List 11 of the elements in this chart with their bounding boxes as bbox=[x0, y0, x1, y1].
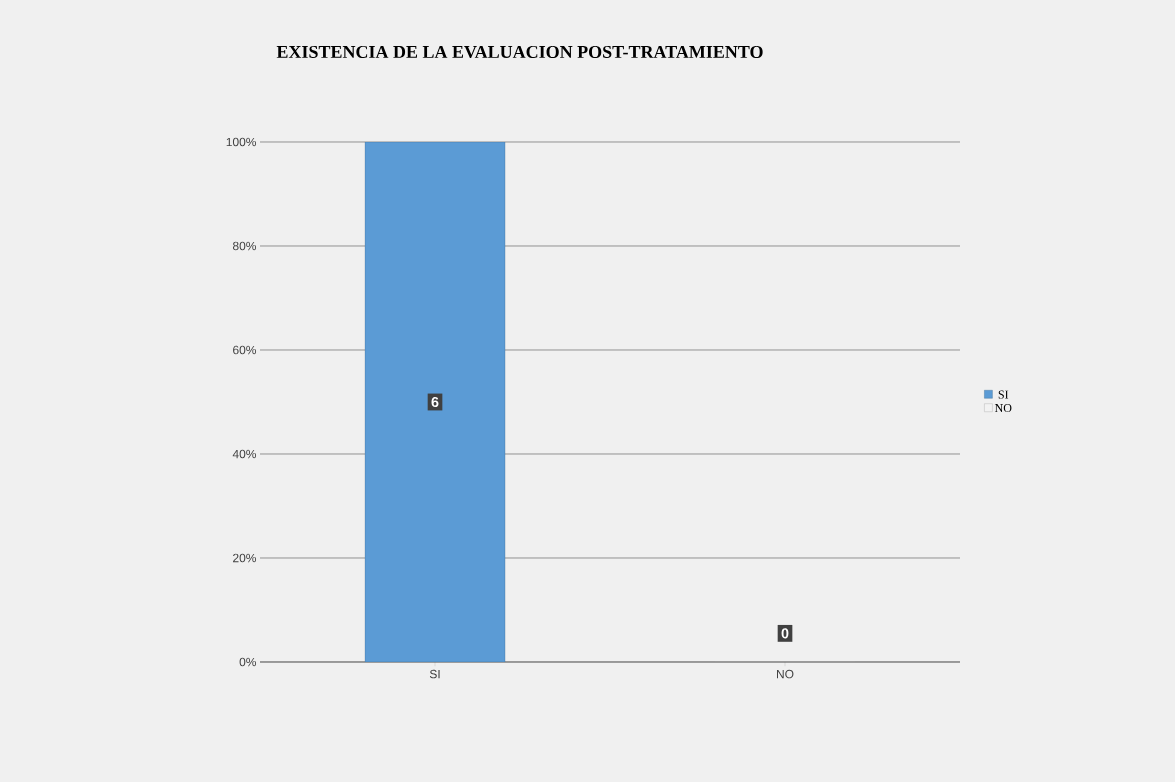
y-tick-label: 100% bbox=[226, 137, 257, 147]
y-tick-label: 40% bbox=[232, 449, 257, 459]
annotation: 6 bbox=[431, 396, 439, 408]
y-tick-label: 20% bbox=[233, 553, 257, 563]
y-tick-label: 60% bbox=[233, 345, 257, 355]
chart-title: EXISTENCIA DE LA EVALUACION POST-TRATAMIENTO bbox=[276, 45, 763, 59]
legend-label: NO bbox=[994, 403, 1012, 413]
annotation: 0 bbox=[781, 628, 789, 639]
y-tick-label: 80% bbox=[232, 241, 257, 251]
legend-label: SI bbox=[998, 390, 1009, 399]
y-tick-label: 0% bbox=[239, 657, 257, 667]
